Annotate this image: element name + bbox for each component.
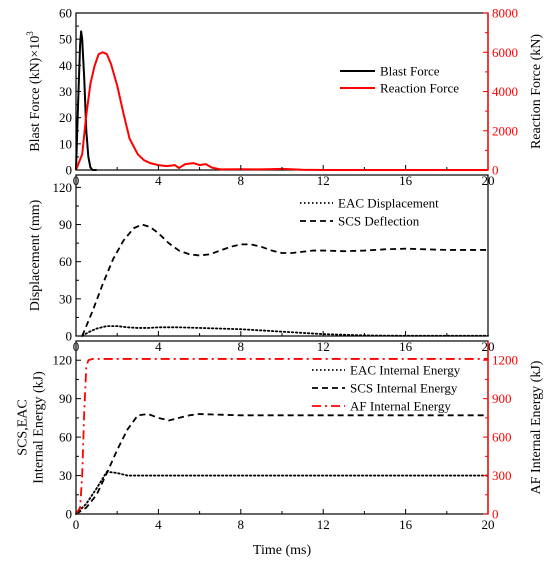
y-tick-label: 0 xyxy=(66,329,73,344)
x-tick-label: 16 xyxy=(399,173,413,188)
legend-label: Reaction Force xyxy=(380,81,459,96)
y-right-tick-label: 300 xyxy=(492,468,512,483)
y-right-tick-label: 8000 xyxy=(492,6,518,21)
y-tick-label: 10 xyxy=(59,136,72,151)
x-axis-title: Time (ms) xyxy=(253,543,312,558)
series-line-blast-force xyxy=(75,30,97,171)
x-tick-label: 16 xyxy=(399,517,413,532)
y-right-tick-label: 1200 xyxy=(492,353,518,368)
y-tick-label: 90 xyxy=(59,391,72,406)
y-tick-label: 0 xyxy=(66,507,73,522)
series-line-af-internal-energy xyxy=(75,358,488,515)
y-axis-title: Blast Force (kN)×103 xyxy=(25,31,43,152)
x-tick-label: 0 xyxy=(73,517,80,532)
y-tick-label: 30 xyxy=(59,468,72,483)
y-axis-title-line: Internal Energy (kJ) xyxy=(32,371,47,484)
y-tick-label: 90 xyxy=(59,217,72,232)
y-axis-title-line: SCS,EAC xyxy=(16,399,31,455)
y-right-tick-label: 2000 xyxy=(492,123,518,138)
y-tick-label: 20 xyxy=(59,110,72,125)
y-tick-label: 120 xyxy=(53,180,73,195)
legend-label: SCS Internal Energy xyxy=(350,381,458,396)
y-tick-label: 60 xyxy=(59,430,72,445)
x-tick-label: 16 xyxy=(399,339,413,354)
y-tick-label: 120 xyxy=(53,353,73,368)
legend-label: SCS Deflection xyxy=(338,214,420,229)
y-right-axis-title: Reaction Force (kN) xyxy=(529,34,544,149)
x-tick-label: 4 xyxy=(155,173,162,188)
y-right-tick-label: 6000 xyxy=(492,45,518,60)
y-tick-label: 60 xyxy=(59,254,72,269)
chart-panel-1: 0 4 8 12 16 20010203040506002000400060008000B… xyxy=(59,6,518,189)
legend: Blast Force Reaction Force xyxy=(340,64,459,96)
x-tick-label: 8 xyxy=(238,173,245,188)
y-tick-label: 30 xyxy=(59,84,72,99)
x-tick-label: 12 xyxy=(317,339,330,354)
y-tick-label: 40 xyxy=(59,58,72,73)
y-right-tick-label: 600 xyxy=(492,430,512,445)
y-tick-label: 50 xyxy=(59,32,72,47)
y-axis-title: SCS,EACInternal Energy (kJ) xyxy=(16,371,47,484)
legend: EAC Internal Energy SCS Internal Energy AF… xyxy=(312,363,461,414)
y-right-tick-label: 0 xyxy=(492,507,499,522)
y-right-tick-label: 0 xyxy=(492,163,499,178)
legend: EAC Displacement SCS Deflection xyxy=(300,196,439,229)
legend-label: AF Internal Energy xyxy=(350,399,451,414)
series-line-scs-internal-energy xyxy=(75,413,488,515)
x-tick-label: 12 xyxy=(317,173,330,188)
x-tick-label: 4 xyxy=(155,517,162,532)
series-line-eac-internal-energy xyxy=(75,470,489,515)
legend-label: Blast Force xyxy=(380,64,440,79)
legend-label: EAC Internal Energy xyxy=(350,363,461,378)
y-axis-title-superscript: 3 xyxy=(25,31,35,36)
y-tick-label: 30 xyxy=(59,291,72,306)
x-tick-label: 8 xyxy=(238,339,245,354)
y-right-tick-label: 4000 xyxy=(492,84,518,99)
y-tick-label: 60 xyxy=(59,6,72,21)
series-line-eac-displacement xyxy=(81,325,489,337)
legend-label: EAC Displacement xyxy=(338,196,439,211)
series-line-scs-deflection xyxy=(81,223,488,337)
y-axis-title: Displacement (mm) xyxy=(28,199,43,311)
y-tick-label: 0 xyxy=(66,163,73,178)
x-tick-label: 8 xyxy=(238,517,245,532)
x-tick-label: 20 xyxy=(482,517,495,532)
y-right-axis-title: AF Internal Energy (kJ) xyxy=(529,360,544,494)
y-right-tick-label: 900 xyxy=(492,391,512,406)
x-tick-label: 12 xyxy=(317,517,330,532)
x-tick-label: 4 xyxy=(155,339,162,354)
